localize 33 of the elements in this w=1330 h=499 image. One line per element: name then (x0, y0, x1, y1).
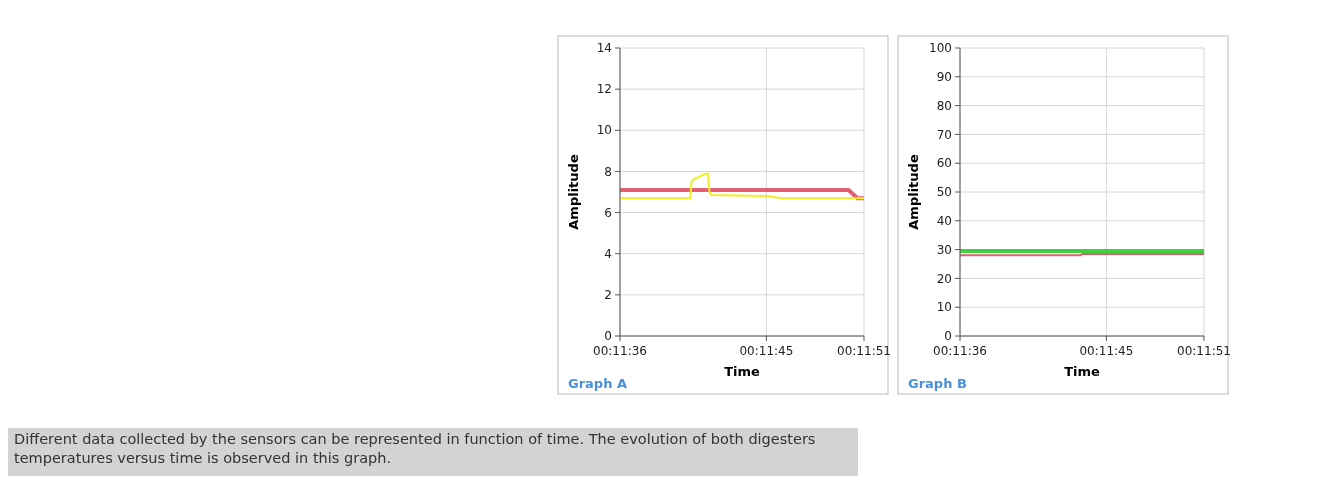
text: Graph A (568, 376, 628, 391)
text: Different data collected by the sensors can be represented in function of time. The evolution of both digesters temperatures versus time is observed in this graph. (14, 430, 817, 468)
x-tick-label: 00:11:45 (1079, 344, 1134, 358)
x-tick-label: 00:11:45 (739, 344, 794, 358)
y-tick-label: 14 (596, 41, 612, 56)
y-tick-label: 60 (936, 156, 952, 171)
y-tick-label: 20 (936, 271, 952, 286)
y-tick-label: 70 (936, 127, 952, 142)
x-axis-title: Time (1064, 364, 1101, 379)
y-axis-title: Amplitude (906, 154, 921, 230)
y-tick-label: 2 (604, 288, 612, 303)
y-tick-label: 6 (604, 205, 612, 220)
y-tick-label: 40 (936, 214, 952, 228)
y-tick-label: 4 (604, 246, 612, 261)
y-tick-label: 8 (604, 164, 612, 179)
y-tick-label: 12 (596, 82, 612, 97)
x-axis-title: Time (724, 364, 761, 379)
y-tick-label: 100 (929, 41, 952, 56)
x-tick-label: 00:11:36 (933, 344, 987, 358)
x-tick-label: 00:11:36 (593, 344, 647, 358)
y-tick-label: 0 (944, 329, 952, 344)
x-tick-label: 00:11:51 (1177, 344, 1231, 358)
text: Graph B (908, 376, 967, 391)
line-series (619, 172, 865, 200)
x-tick-label: 00:11:51 (837, 344, 891, 358)
y-tick-label: 30 (936, 242, 952, 257)
y-axis-title: Amplitude (566, 154, 581, 230)
y-tick-label: 50 (936, 185, 952, 200)
y-tick-label: 90 (936, 70, 952, 84)
y-tick-label: 0 (604, 329, 612, 344)
y-tick-label: 80 (936, 98, 952, 113)
y-tick-label: 10 (936, 300, 952, 315)
y-tick-label: 10 (596, 123, 612, 138)
